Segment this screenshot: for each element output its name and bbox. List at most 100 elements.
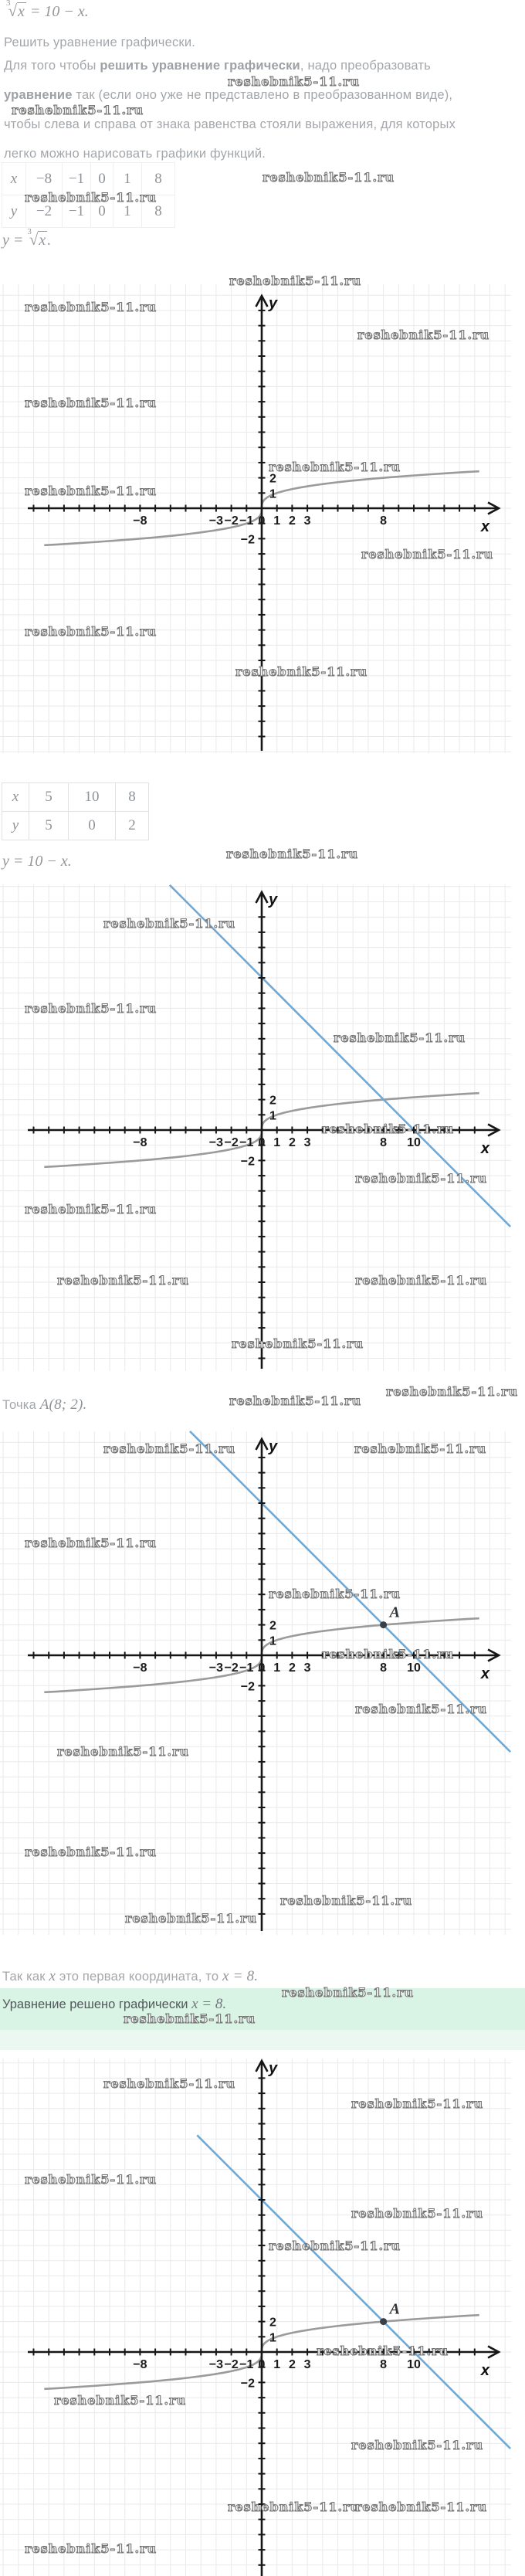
watermark: reshebnik5-11.ru [316,2343,449,2358]
svg-text:2: 2 [269,2316,276,2330]
watermark: reshebnik5-11.ru [24,2171,158,2187]
watermark: reshebnik5-11.ru [24,1000,158,1016]
cube-root-expression: 3√x [6,0,26,20]
svg-text:−1: −1 [239,2358,253,2371]
series-linear [189,1431,512,1753]
radical-sign: √ [29,230,39,249]
variable-x: x [49,1968,56,1984]
watermark: reshebnik5-11.ru [24,2540,158,2556]
equation-main: 3√x = 10 − x. [6,0,89,21]
axis-ticks [32,1456,476,1915]
answer-math: x = 8. [191,1996,227,2012]
svg-text:−2: −2 [224,514,238,528]
watermark: reshebnik5-11.ru [123,2011,256,2026]
table-cell: 8 [115,782,149,812]
watermark: reshebnik5-11.ru [103,2075,236,2091]
svg-text:10: 10 [407,1661,421,1675]
watermark: reshebnik5-11.ru [351,2096,484,2111]
watermark: reshebnik5-11.ru [357,327,490,342]
intersection-point-label: A [388,1604,400,1621]
conclusion-line: Так как x это первая координата, то x = … [2,1968,259,1984]
intersection-point [380,2318,388,2326]
svg-text:−2: −2 [241,1680,255,1693]
x-axis-label: x [480,1140,490,1157]
table-cell: 1 [113,195,142,228]
svg-text:−2: −2 [224,2358,238,2371]
value-table-line: x 5 10 8 y 5 0 2 [2,782,149,840]
watermark: reshebnik5-11.ru [227,73,361,89]
svg-text:−8: −8 [133,1661,147,1675]
svg-text:3: 3 [304,1136,311,1149]
watermark: reshebnik5-11.ru [361,546,494,562]
table-cell: −1 [62,195,91,228]
radical-sign: √ [8,2,18,20]
watermark: reshebnik5-11.ru [351,2205,484,2221]
task-line: Решить уравнение графически. [4,36,196,49]
table-row: y −2 −1 0 1 8 [2,195,175,228]
paragraph-line: легко можно нарисовать графики функций. [4,147,266,161]
solution-highlight [0,1988,525,2030]
svg-text:3: 3 [304,2358,311,2371]
table-cell: 8 [141,162,175,195]
svg-text:−3: −3 [209,2358,223,2371]
x-axis-arrow [487,1123,501,1137]
x-axis-label: x [480,2362,490,2379]
x-axis-label: x [480,1665,490,1682]
watermark: reshebnik5-11.ru [321,1646,455,1661]
y-axis-label: y [268,1438,278,1455]
watermark: reshebnik5-11.ru [24,1844,158,1859]
svg-text:−8: −8 [133,1136,147,1149]
watermark: reshebnik5-11.ru [24,189,158,205]
svg-text:1: 1 [269,1634,276,1648]
svg-text:0: 0 [259,514,266,528]
watermark: reshebnik5-11.ru [354,1441,487,1456]
svg-text:−3: −3 [209,1661,223,1675]
axis-ticks [32,916,476,1359]
watermark: reshebnik5-11.ru [24,623,158,639]
watermark: reshebnik5-11.ru [24,395,158,410]
table-cell: 5 [29,782,69,812]
watermark: reshebnik5-11.ru [281,1984,415,2000]
x-axis-arrow [487,501,501,515]
watermark: reshebnik5-11.ru [229,1393,362,1408]
watermark: reshebnik5-11.ru [268,1586,401,1601]
svg-text:2: 2 [269,473,276,486]
intersection-point-label: A [388,2301,400,2318]
table-cell: 0 [68,811,116,840]
svg-text:8: 8 [380,514,387,528]
root-index: 3 [27,227,32,237]
svg-text:2: 2 [269,1095,276,1108]
axis-ticks [32,309,476,738]
value-table-cbrt: x −8 −1 0 1 8 y −2 −1 0 1 8 [2,162,175,228]
svg-text:1: 1 [269,1109,276,1122]
watermark: reshebnik5-11.ru [103,915,236,931]
watermark: reshebnik5-11.ru [53,2392,187,2408]
radicand: x [38,231,48,249]
svg-text:−8: −8 [133,514,147,528]
graph-1: −8 −3 −2 −1 0 1 2 3 821−2xy [0,284,511,753]
table-cell: 2 [115,811,149,840]
table-cell: −8 [25,162,63,195]
svg-text:8: 8 [380,2358,387,2371]
grid-lines [0,2058,511,2576]
watermark: reshebnik5-11.ru [11,102,144,117]
table-cell: 0 [90,195,113,228]
watermark: reshebnik5-11.ru [24,1535,158,1550]
svg-text:−2: −2 [224,1661,238,1675]
grid-lines [0,1431,511,1935]
table-cell: 5 [29,811,69,840]
watermark: reshebnik5-11.ru [231,1336,364,1351]
svg-text:−1: −1 [239,514,253,528]
paragraph-line: уравнение так (если оно уже не представл… [4,88,453,102]
watermark: reshebnik5-11.ru [354,1272,488,1288]
svg-text:−3: −3 [209,1136,223,1149]
y-axis-label: y [268,891,278,908]
watermark: reshebnik5-11.ru [225,846,359,861]
svg-text:2: 2 [289,514,296,528]
svg-text:1: 1 [273,1661,280,1675]
watermark: reshebnik5-11.ru [235,664,368,679]
point-coordinates-line: Точка A(8; 2). [2,1397,87,1413]
